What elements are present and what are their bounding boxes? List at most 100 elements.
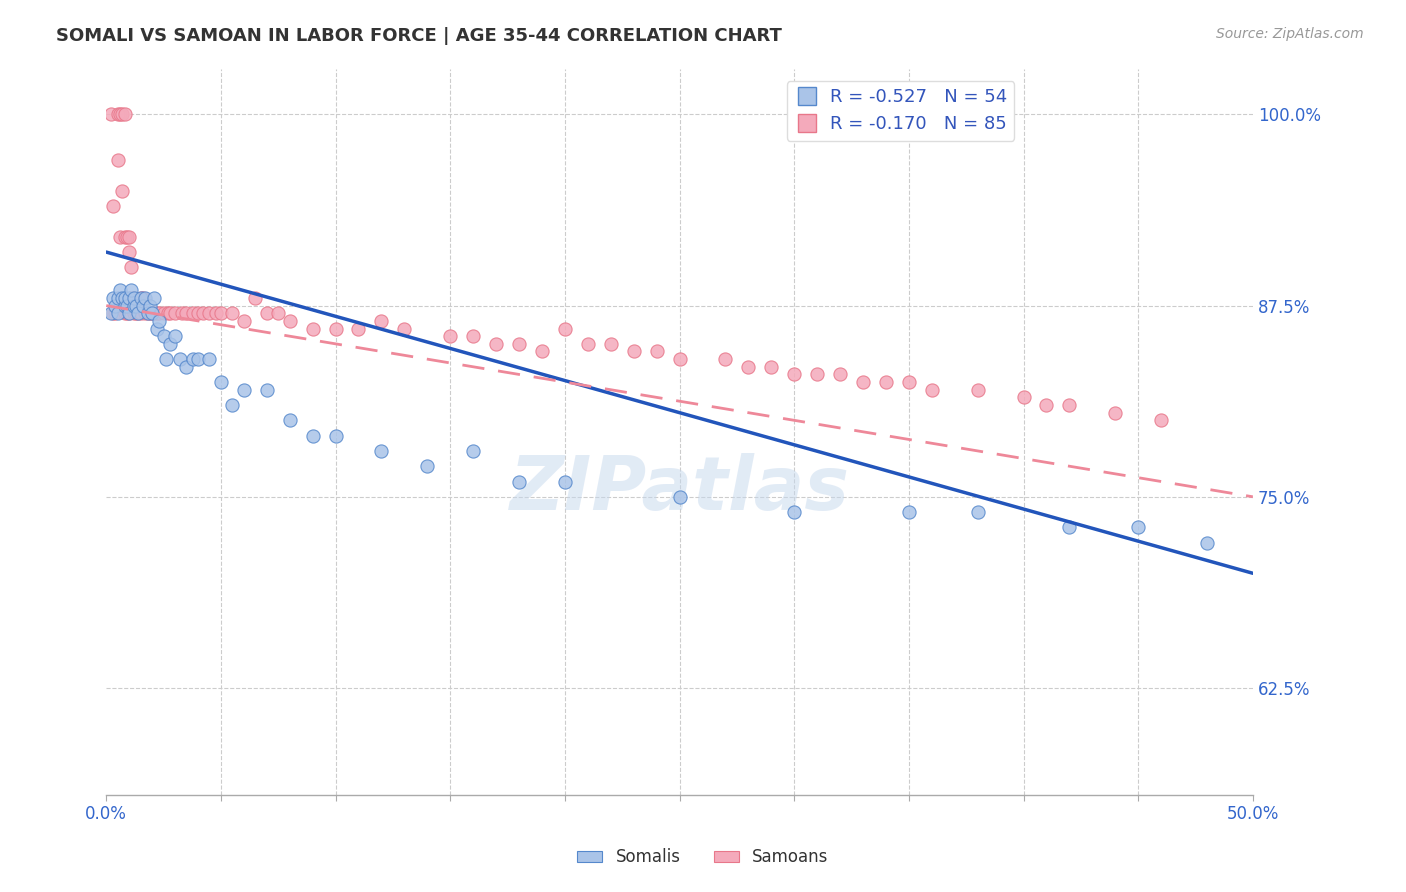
Point xyxy=(221,398,243,412)
Point xyxy=(530,344,553,359)
Point xyxy=(921,383,943,397)
Point xyxy=(875,375,897,389)
Point xyxy=(127,306,149,320)
Point xyxy=(828,368,851,382)
Point xyxy=(141,306,163,320)
Point xyxy=(325,428,347,442)
Point xyxy=(152,329,174,343)
Point xyxy=(145,321,167,335)
Point xyxy=(104,299,127,313)
Point xyxy=(108,229,131,244)
Point xyxy=(508,336,530,351)
Point xyxy=(125,299,148,313)
Point xyxy=(100,107,122,121)
Point xyxy=(183,352,205,367)
Point xyxy=(897,375,920,389)
Point xyxy=(370,444,392,458)
Point xyxy=(143,291,166,305)
Point xyxy=(554,321,576,335)
Point xyxy=(508,475,530,489)
Point xyxy=(267,306,290,320)
Point xyxy=(155,352,177,367)
Point xyxy=(111,184,134,198)
Point xyxy=(714,352,737,367)
Point xyxy=(176,359,198,374)
Point xyxy=(256,383,278,397)
Legend: R = -0.527   N = 54, R = -0.170   N = 85: R = -0.527 N = 54, R = -0.170 N = 85 xyxy=(787,81,1015,141)
Point xyxy=(118,306,141,320)
Point xyxy=(139,306,162,320)
Point xyxy=(148,314,170,328)
Point xyxy=(139,299,162,313)
Point xyxy=(129,291,152,305)
Point xyxy=(176,306,198,320)
Point xyxy=(111,107,134,121)
Point xyxy=(325,321,347,335)
Point xyxy=(554,475,576,489)
Point xyxy=(129,291,152,305)
Point xyxy=(115,299,138,313)
Point xyxy=(198,352,221,367)
Point xyxy=(122,299,145,313)
Point xyxy=(101,199,124,213)
Point xyxy=(1059,520,1081,534)
Point xyxy=(761,359,783,374)
Point xyxy=(121,283,143,297)
Point xyxy=(121,291,143,305)
Point xyxy=(118,306,141,320)
Point xyxy=(107,291,129,305)
Point xyxy=(245,291,267,305)
Point xyxy=(118,291,141,305)
Point xyxy=(370,314,392,328)
Point xyxy=(183,306,205,320)
Point xyxy=(127,306,149,320)
Point xyxy=(278,314,301,328)
Point xyxy=(599,336,621,351)
Point xyxy=(122,291,145,305)
Point xyxy=(115,229,138,244)
Point xyxy=(256,306,278,320)
Point xyxy=(136,306,159,320)
Point xyxy=(645,344,668,359)
Point xyxy=(132,299,155,313)
Point xyxy=(668,490,690,504)
Point xyxy=(439,329,461,343)
Point xyxy=(1059,398,1081,412)
Point xyxy=(143,306,166,320)
Point xyxy=(1195,535,1218,549)
Point xyxy=(114,107,136,121)
Point xyxy=(107,306,129,320)
Point xyxy=(169,352,191,367)
Point xyxy=(301,428,323,442)
Point xyxy=(159,306,181,320)
Point xyxy=(1104,406,1126,420)
Point xyxy=(198,306,221,320)
Point xyxy=(278,413,301,427)
Point xyxy=(897,505,920,519)
Point xyxy=(301,321,323,335)
Point xyxy=(1035,398,1057,412)
Point xyxy=(100,306,122,320)
Point xyxy=(157,306,180,320)
Point xyxy=(134,291,156,305)
Point xyxy=(232,383,254,397)
Point xyxy=(163,329,186,343)
Point xyxy=(118,245,141,260)
Point xyxy=(485,336,508,351)
Point xyxy=(163,306,186,320)
Point xyxy=(209,375,232,389)
Point xyxy=(576,336,599,351)
Text: Source: ZipAtlas.com: Source: ZipAtlas.com xyxy=(1216,27,1364,41)
Text: ZIPatlas: ZIPatlas xyxy=(509,453,849,526)
Point xyxy=(463,444,485,458)
Point xyxy=(129,306,152,320)
Point xyxy=(191,306,214,320)
Point xyxy=(134,306,156,320)
Point xyxy=(145,306,167,320)
Point xyxy=(114,299,136,313)
Point xyxy=(108,107,131,121)
Point xyxy=(416,459,439,474)
Point xyxy=(623,344,645,359)
Point xyxy=(668,352,690,367)
Point xyxy=(107,153,129,168)
